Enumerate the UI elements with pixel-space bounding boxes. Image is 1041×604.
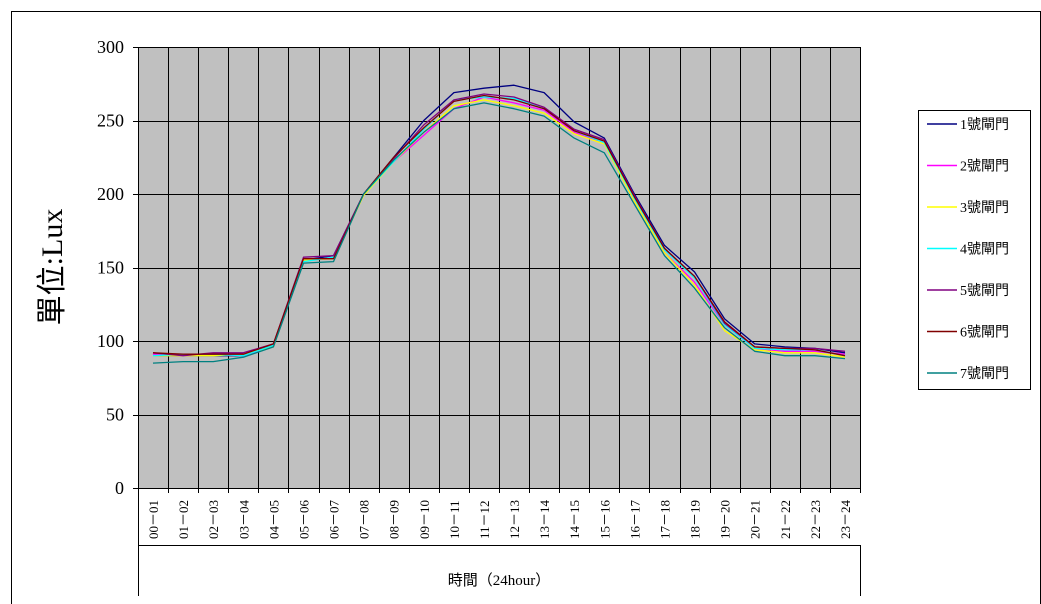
y-tick-label: 300 [97, 37, 124, 57]
x-tick-labels: 00－01 01－02 02－03 03－04 04－05 05－06 06－07 07－08… [146, 500, 853, 540]
x-tick-label: 05－06 [296, 500, 311, 540]
legend-box [918, 110, 1031, 390]
x-tick-label: 18－19 [688, 500, 703, 539]
series-lines [152, 84, 846, 364]
x-tick-label: 20－21 [748, 500, 763, 539]
x-tick-label: 17－18 [657, 500, 672, 539]
x-tick-label: 23－24 [838, 500, 853, 540]
y-tick-label: 150 [97, 258, 124, 278]
x-tick-label: 01－02 [176, 500, 191, 539]
x-tick-label: 16－17 [627, 500, 642, 540]
x-tick-label: 06－07 [327, 500, 342, 540]
x-tick-label: 19－20 [718, 500, 733, 539]
legend-label-6: 6號閘門 [960, 325, 1009, 341]
x-tick-label: 09－10 [417, 500, 432, 539]
y-tick-labels: 0 50 100 150 200 250 300 [97, 37, 124, 498]
legend-label-2: 2號閘門 [960, 159, 1009, 175]
legend-label-3: 3號閘門 [960, 200, 1009, 216]
y-tick-label: 250 [97, 111, 124, 131]
series-line-6 [152, 94, 846, 357]
x-tick-label: 13－14 [537, 500, 552, 540]
legend-label-1: 1號閘門 [960, 117, 1009, 133]
x-tick-label: 07－08 [357, 500, 372, 539]
y-axis-label: 單位:Lux [36, 209, 69, 326]
legend-label-7: 7號閘門 [960, 366, 1009, 382]
gridlines [138, 47, 861, 489]
y-tick-label: 0 [115, 478, 124, 498]
axes [133, 47, 861, 596]
legend: 1號閘門 2號閘門 3號閘門 4號閘門 5號閘門 6號閘門 7號閘門 [918, 110, 1031, 390]
x-tick-label: 03－04 [236, 500, 251, 540]
x-tick-label: 04－05 [266, 500, 281, 539]
x-tick-label: 08－09 [387, 500, 402, 539]
x-tick-label: 14－15 [567, 500, 582, 539]
x-tick-label: 15－16 [597, 500, 612, 540]
y-tick-label: 50 [106, 405, 124, 425]
series-line-7 [152, 102, 846, 364]
x-tick-label: 02－03 [206, 500, 221, 539]
x-tick-label: 22－23 [808, 500, 823, 539]
x-axis-label: 時間（24hour） [448, 572, 551, 589]
legend-label-5: 5號閘門 [960, 283, 1009, 299]
y-tick-label: 100 [97, 331, 124, 351]
x-tick-label: 21－22 [778, 500, 793, 539]
x-tick-label: 11－12 [477, 500, 492, 539]
x-tick-label: 00－01 [146, 500, 161, 539]
y-tick-label: 200 [97, 184, 124, 204]
legend-label-4: 4號閘門 [960, 242, 1009, 258]
x-tick-label: 12－13 [507, 500, 522, 539]
x-tick-label: 10－11 [447, 500, 462, 539]
